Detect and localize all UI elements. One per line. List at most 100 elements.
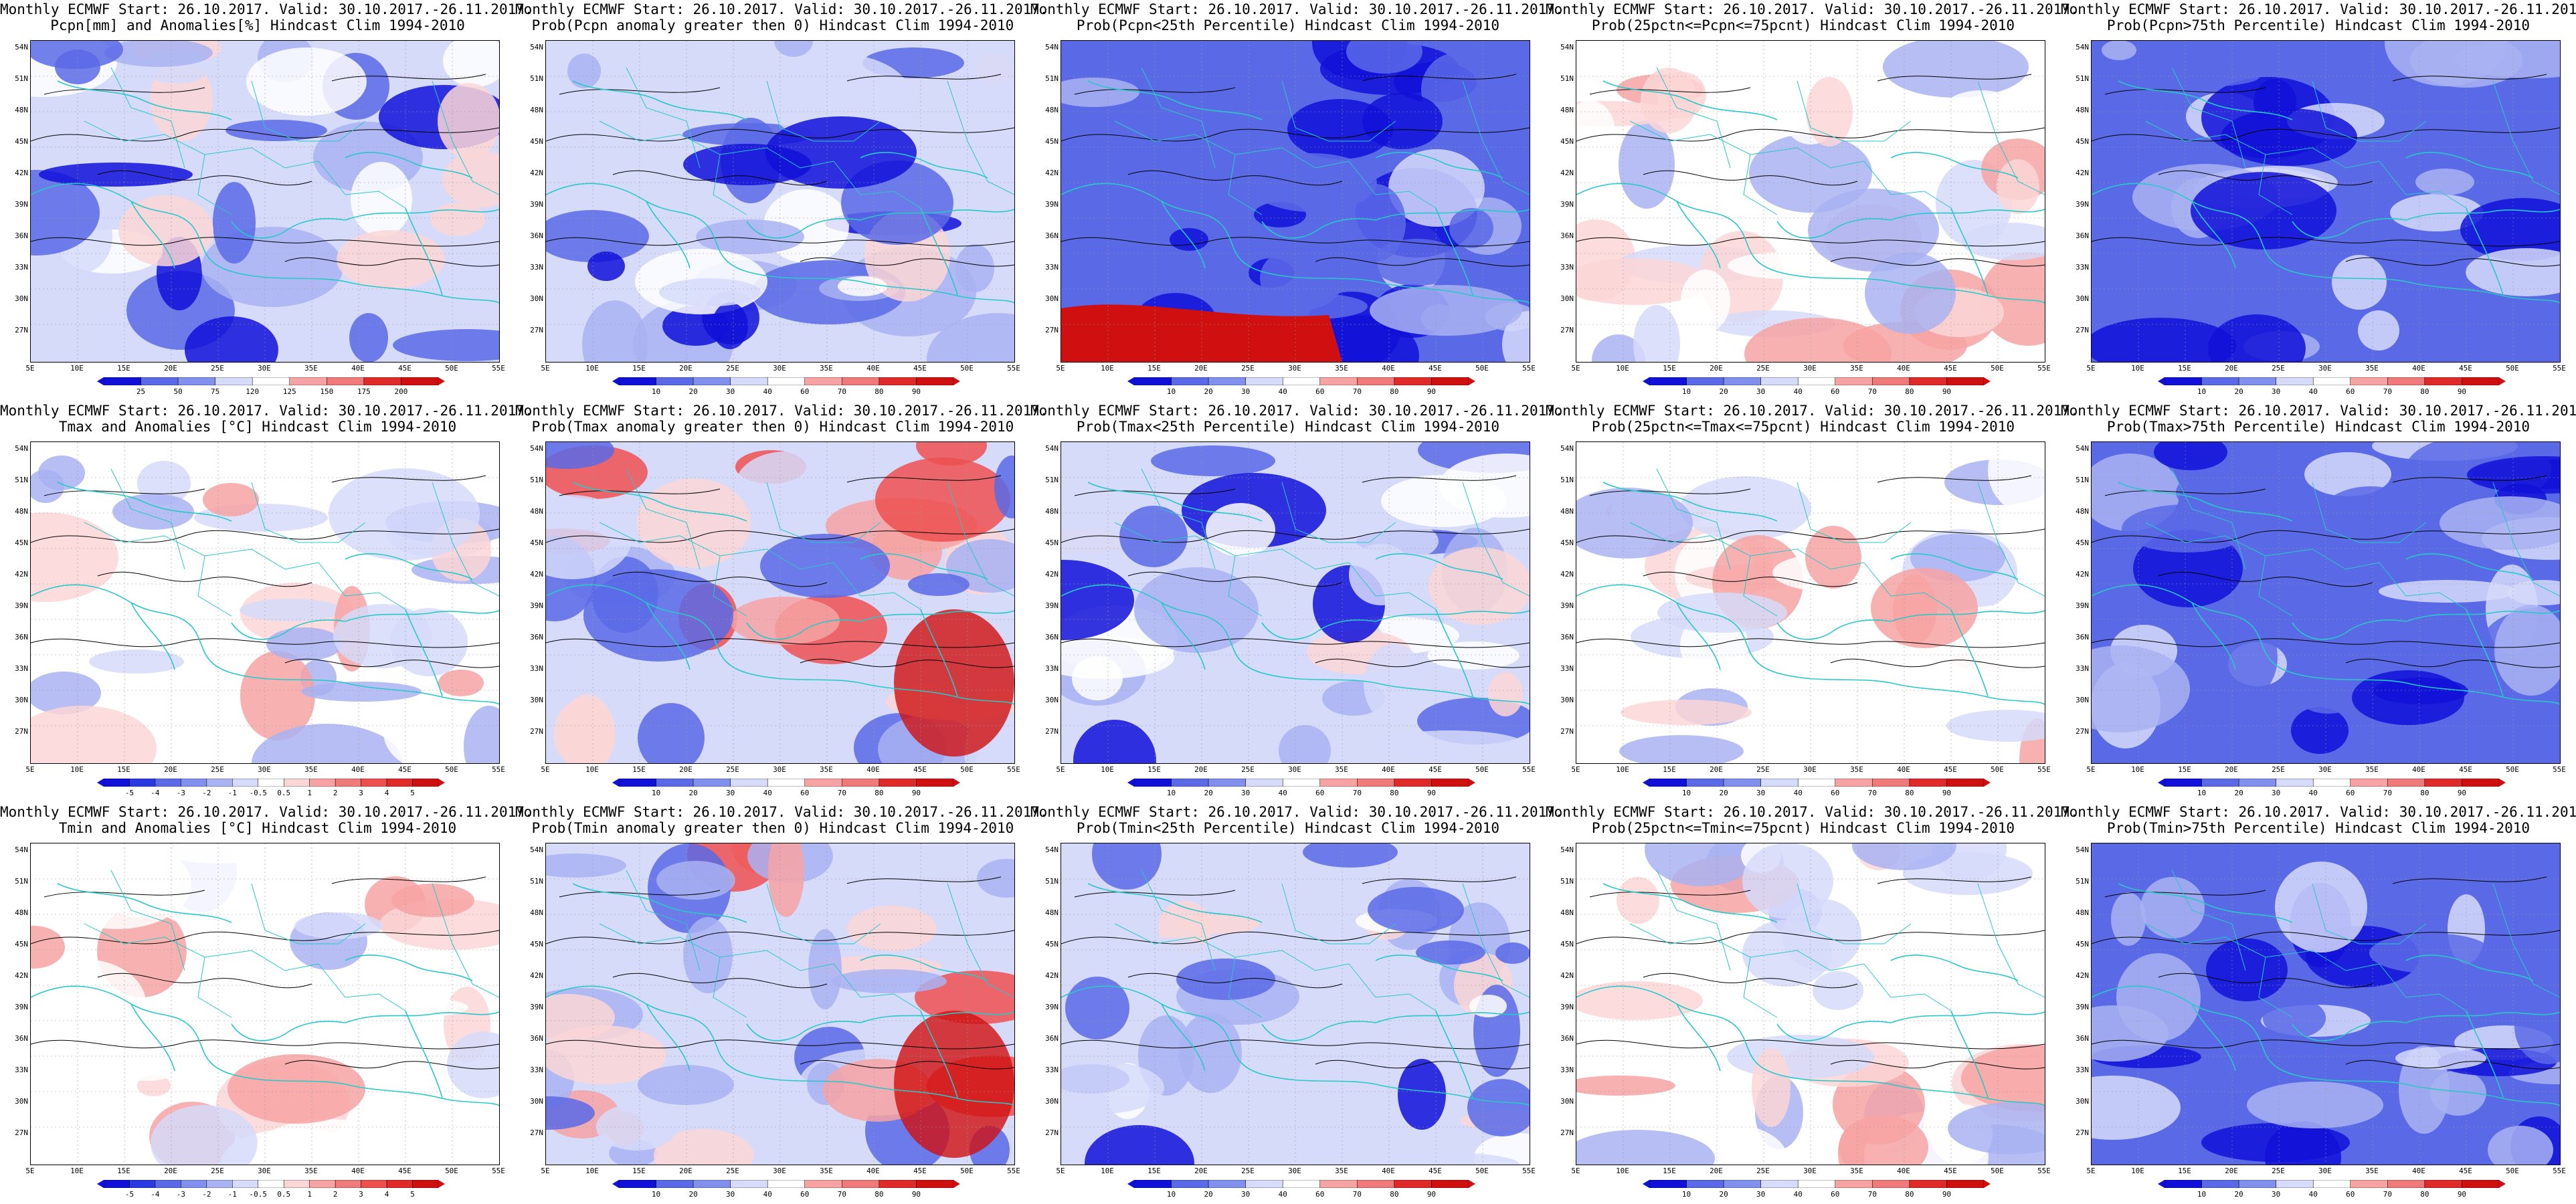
contour-line	[546, 638, 1014, 648]
contour-line	[97, 571, 312, 587]
field-blob	[1279, 725, 1331, 763]
contour-line	[1576, 127, 2045, 142]
colorbar-tick-label: -5	[124, 1190, 134, 1199]
contour-line	[1877, 876, 2032, 884]
field-blob	[765, 116, 917, 189]
colorbar-labels: 10 20 30 40 60 70 80 90	[1643, 789, 1991, 798]
field-blob	[1178, 914, 1260, 934]
contour-line	[331, 876, 486, 884]
field-blob	[1813, 971, 1863, 1010]
colorbar-swatch	[2164, 377, 2202, 385]
contour-line	[1576, 930, 2045, 944]
contour-line	[2092, 528, 2560, 543]
colorbar-swatch	[730, 377, 768, 385]
colorbar-swatch	[879, 377, 917, 385]
latitude-label: 51N	[530, 476, 543, 484]
latitude-label: 27N	[2076, 326, 2089, 334]
field-blob	[301, 682, 422, 702]
field-blob	[1065, 977, 1129, 1039]
colorbar-arrow-left	[612, 1180, 619, 1188]
longitude-label: 15E	[1663, 765, 1676, 774]
colorbar-swatch	[258, 779, 284, 787]
colorbar-labels: 10 20 30 40 60 70 80 90	[2158, 1190, 2506, 1199]
field-blob	[1346, 184, 1406, 262]
coastline	[345, 610, 499, 622]
contour-line	[1877, 74, 2032, 82]
latitude-label: 51N	[1560, 476, 1574, 484]
contour-line	[31, 237, 499, 247]
coastline	[2292, 1021, 2407, 1041]
contour-line	[1643, 170, 1858, 186]
colorbar-swatch	[730, 1180, 768, 1188]
colorbar-arrow-left	[1643, 779, 1649, 787]
latitude-label: 48N	[15, 507, 28, 516]
coastline	[1375, 610, 1530, 622]
coastline	[130, 201, 175, 269]
panel-title-line2: Prob(Pcpn>75th Percentile) Hindcast Clim…	[2106, 17, 2531, 33]
colorbar-swatch	[1208, 1180, 1246, 1188]
field-blob	[1576, 488, 1693, 559]
coastline	[1435, 609, 1473, 697]
field-blob	[2357, 849, 2431, 897]
longitude-label: 15E	[117, 765, 130, 774]
border-line	[110, 468, 185, 570]
map-plot-area	[2091, 441, 2561, 764]
field-blob	[39, 163, 193, 187]
colorbar-tick-label: -0.5	[249, 1190, 268, 1199]
colorbar-swatch	[1431, 779, 1469, 787]
field-blob	[1073, 720, 1156, 763]
coastline	[1375, 955, 1503, 981]
colorbar-swatch	[129, 1180, 156, 1188]
border-line	[766, 482, 881, 543]
longitude-label: 55E	[1522, 364, 1536, 373]
map-panel: Monthly ECMWF Start: 26.10.2017. Valid: …	[1030, 803, 1564, 1204]
colorbar-swatch	[656, 1180, 694, 1188]
latitude-label: 39N	[15, 200, 28, 209]
colorbar-tick-label: 30	[1241, 1190, 1251, 1199]
panel-title-line1: Monthly ECMWF Start: 26.10.2017. Valid: …	[0, 804, 533, 820]
latitude-label: 54N	[1045, 43, 1059, 52]
colorbar-arrow-left	[612, 377, 619, 385]
field-blob	[760, 534, 890, 598]
field-blob	[351, 162, 412, 237]
field-blob	[2440, 496, 2560, 550]
coastline	[1890, 152, 2019, 179]
map-plot-area	[1061, 843, 1530, 1165]
latitude-label: 36N	[1560, 1034, 1574, 1043]
contour-line	[2345, 658, 2560, 668]
coastline	[1950, 207, 1989, 296]
field-blob	[38, 456, 85, 490]
longitude-label: 10E	[1101, 364, 1114, 373]
coastline	[2405, 209, 2560, 221]
coastline	[345, 955, 473, 981]
border-line	[1977, 883, 2045, 998]
colorbar-swatch	[283, 1180, 310, 1188]
colorbar-swatch	[2276, 1180, 2314, 1188]
colorbar-swatch	[181, 1180, 207, 1188]
field-blob	[1576, 1076, 1675, 1096]
latitude-label: 42N	[15, 971, 28, 980]
field-blob	[2488, 862, 2560, 901]
field-blob	[2390, 194, 2484, 231]
longitude-label: 20E	[2225, 1167, 2238, 1175]
field-blob	[1297, 1127, 1362, 1157]
colorbar-swatch	[103, 377, 141, 385]
field-blob	[1072, 656, 1123, 700]
colorbar-swatch	[2462, 377, 2500, 385]
longitude-label: 20E	[2225, 364, 2238, 373]
longitude-label: 30E	[773, 364, 786, 373]
panel-title-line1: Monthly ECMWF Start: 26.10.2017. Valid: …	[515, 403, 1048, 419]
field-blob	[964, 118, 1014, 185]
longitude-label: 45E	[1944, 765, 1957, 774]
field-blob	[1835, 678, 1921, 763]
panel-title-line1: Monthly ECMWF Start: 26.10.2017. Valid: …	[2061, 1, 2576, 17]
longitude-label: 40E	[1382, 364, 1395, 373]
longitude-label: 10E	[1616, 364, 1629, 373]
colorbar-arrow-left	[1643, 377, 1649, 385]
field-blob	[1997, 159, 2039, 214]
panel-title: Monthly ECMWF Start: 26.10.2017. Valid: …	[0, 1, 533, 33]
colorbar-swatch	[767, 779, 806, 787]
longitude-label: 20E	[1710, 1167, 1723, 1175]
map-plot-area	[1576, 40, 2045, 363]
